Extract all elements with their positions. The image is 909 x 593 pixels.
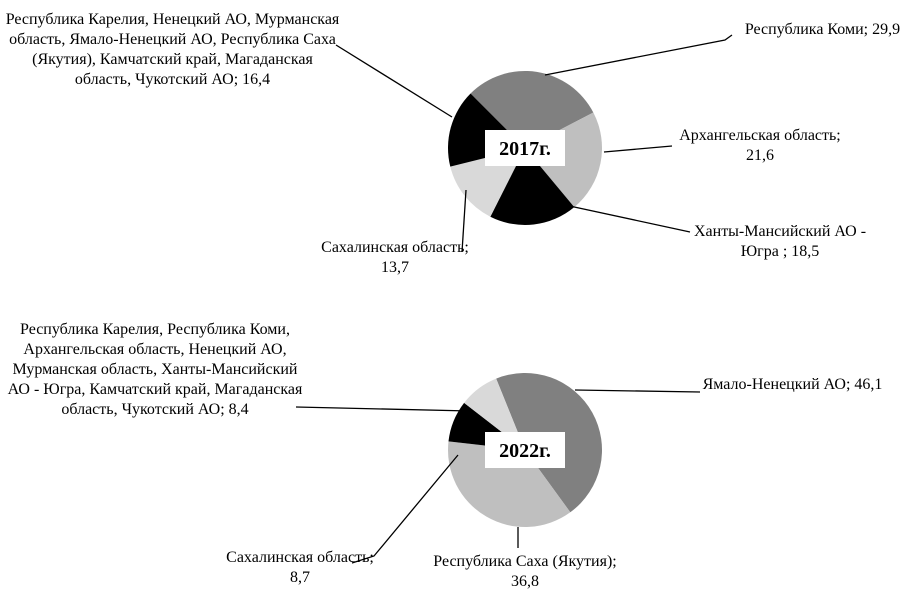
leader-line [564, 204, 691, 233]
leader-line [461, 189, 467, 253]
pie-slice [470, 71, 594, 148]
chart-title: 2022г. [499, 440, 551, 462]
pie-slice [490, 148, 575, 226]
data-label: Ханты-Мансийский АО - Югра ; 18,5 [693, 223, 867, 260]
data-label: Сахалинская область; 8,7 [226, 549, 374, 586]
leader-line [351, 454, 459, 564]
leader-line [544, 34, 733, 76]
data-label: Ямало-Ненецкий АО; 46,1 [702, 376, 883, 393]
leader-line [335, 44, 453, 118]
data-label: Республика Коми; 29,9 [744, 21, 901, 38]
leader-line [574, 389, 701, 393]
pie-slice [448, 441, 571, 527]
data-label: Архангельская область; 21,6 [679, 127, 841, 164]
data-label: Республика Карелия, Республика Коми, Арх… [7, 321, 303, 418]
data-label: Сахалинская область; 13,7 [321, 239, 469, 276]
leader-line [295, 406, 471, 412]
data-label: Республика Карелия, Ненецкий АО, Мурманс… [5, 11, 340, 88]
title-box [485, 130, 565, 166]
leader-line [603, 145, 673, 153]
data-label: Республика Саха (Якутия); 36,8 [433, 553, 617, 590]
chart-title: 2017г. [499, 138, 551, 160]
title-box [485, 432, 565, 468]
